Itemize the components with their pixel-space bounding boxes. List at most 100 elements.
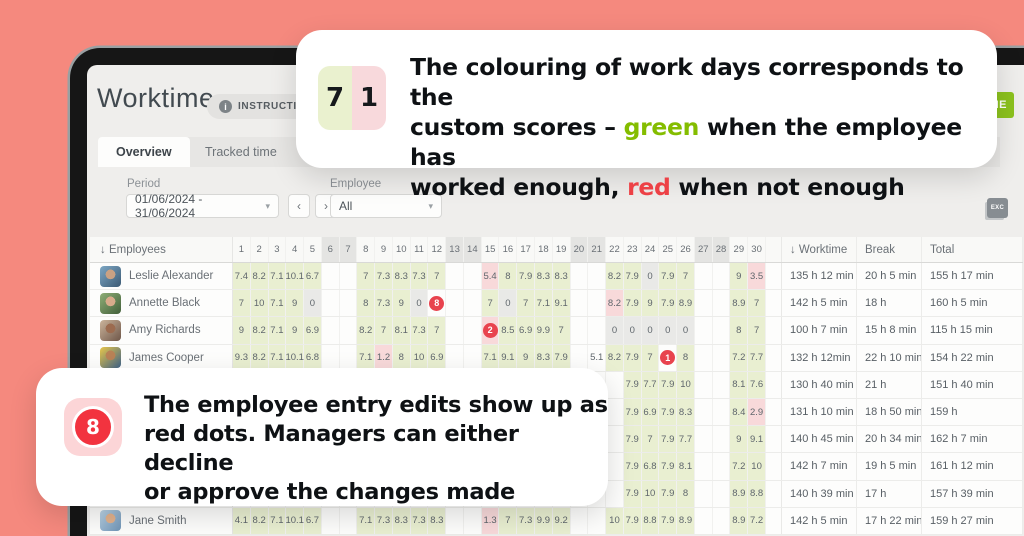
period-select[interactable]: 01/06/2024 - 31/06/2024 ▾ bbox=[126, 192, 279, 220]
day-cell bbox=[695, 371, 713, 398]
day-cell bbox=[446, 263, 464, 290]
avatar bbox=[100, 347, 121, 369]
day-cell bbox=[588, 317, 607, 344]
day-cell bbox=[446, 344, 464, 371]
day-cell: 8.1 bbox=[392, 317, 411, 344]
day-cell: 7 bbox=[677, 263, 695, 290]
day-cell: 7.1 bbox=[268, 263, 287, 290]
day-cell: 7.9 bbox=[552, 344, 571, 371]
day-cell: 7.9 bbox=[623, 263, 642, 290]
day-cell: 7.9 bbox=[623, 290, 642, 317]
day-cell: 6.8 bbox=[304, 344, 322, 371]
day-cell: 8.3 bbox=[535, 344, 553, 371]
total-cell: 154 h 22 min bbox=[922, 344, 1023, 371]
day-cell: 6.8 bbox=[641, 453, 660, 480]
column-header-employees[interactable]: ↓ Employees bbox=[90, 237, 233, 262]
day-column-header: 3 bbox=[269, 237, 287, 262]
day-cell: 7.1 bbox=[268, 290, 287, 317]
day-cell: 7.1 bbox=[481, 344, 500, 371]
prev-period-button[interactable]: ‹ bbox=[288, 194, 310, 218]
day-cell: 10.1 bbox=[285, 263, 305, 290]
day-column-header: 2 bbox=[251, 237, 269, 262]
period-value: 01/06/2024 - 31/06/2024 bbox=[135, 192, 203, 220]
day-cell bbox=[695, 480, 713, 507]
day-cell: 7.9 bbox=[659, 507, 678, 534]
day-cell: 7.1 bbox=[268, 317, 287, 344]
day-column-header: 12 bbox=[428, 237, 447, 262]
employee-select[interactable]: All ▾ bbox=[330, 194, 442, 218]
edit-red-dot[interactable]: 1 bbox=[660, 350, 676, 366]
worktime-cell: 142 h 5 min bbox=[782, 507, 857, 534]
day-column-header: 14 bbox=[463, 237, 482, 262]
day-cell: 8.9 bbox=[730, 507, 749, 534]
column-header-worktime[interactable]: ↓ Worktime bbox=[782, 237, 857, 262]
day-cell: 7.9 bbox=[623, 344, 642, 371]
day-cell: 1.3 bbox=[481, 507, 500, 534]
avatar bbox=[100, 265, 121, 287]
day-cell bbox=[322, 263, 340, 290]
day-cell bbox=[464, 263, 482, 290]
day-cell: 10.1 bbox=[285, 344, 305, 371]
employee-name: James Cooper bbox=[129, 351, 204, 364]
day-cell bbox=[606, 371, 624, 398]
edit-red-dot[interactable]: 2 bbox=[482, 322, 498, 338]
day-cell: 7.7 bbox=[641, 371, 660, 398]
day-cell: 7.3 bbox=[410, 263, 429, 290]
annotation-text-line: worked enough, red when not enough bbox=[410, 173, 905, 201]
day-column-header: 23 bbox=[624, 237, 642, 262]
day-column-header: 1 bbox=[233, 237, 251, 262]
day-cell: 10 bbox=[250, 290, 269, 317]
separator-column bbox=[766, 426, 782, 453]
day-column-header: 30 bbox=[748, 237, 766, 262]
day-column-header: 10 bbox=[393, 237, 411, 262]
tab-overview[interactable]: Overview bbox=[98, 137, 190, 167]
day-cell bbox=[340, 344, 358, 371]
break-cell: 20 h 5 min bbox=[857, 263, 922, 290]
day-cell: 8.9 bbox=[677, 507, 695, 534]
total-cell: 160 h 5 min bbox=[922, 290, 1023, 317]
day-column-header: 18 bbox=[535, 237, 553, 262]
annotation-text-line: The employee entry edits show up as bbox=[144, 392, 608, 418]
day-cell: 1 bbox=[659, 344, 678, 371]
day-cell: 8.3 bbox=[552, 263, 571, 290]
day-cell: 6.9 bbox=[641, 398, 660, 426]
total-cell: 157 h 39 min bbox=[922, 480, 1023, 507]
day-cell: 8.2 bbox=[250, 317, 269, 344]
edit-red-dot[interactable]: 8 bbox=[429, 295, 445, 311]
day-cell bbox=[713, 453, 731, 480]
day-cell: 7.9 bbox=[623, 371, 642, 398]
day-cell: 8.9 bbox=[677, 290, 695, 317]
day-cell: 6.7 bbox=[304, 263, 322, 290]
period-label: Period bbox=[127, 178, 161, 190]
separator-column bbox=[766, 507, 782, 534]
day-cell: 8.3 bbox=[428, 507, 447, 534]
avatar bbox=[100, 292, 121, 314]
table-header-row: ↓ Employees 1 2 3 4 5 6 7 8 9 10 11 12 13 14 15 16 17 18 19… bbox=[90, 237, 1023, 263]
total-cell: 159 h 27 min bbox=[922, 507, 1023, 534]
day-cell: 8.3 bbox=[392, 507, 411, 534]
table-row: Annette Black 7 10 7.1 9 0 8 7.3 9 0 8 7 0 7 7.1 9.1 8.2… bbox=[90, 290, 1023, 318]
tab-tracked-time[interactable]: Tracked time bbox=[205, 145, 277, 159]
red-dot-example: 8 bbox=[72, 406, 114, 448]
day-column-header: 6 bbox=[321, 237, 340, 262]
day-cell bbox=[446, 507, 464, 534]
day-cell bbox=[713, 426, 731, 453]
caret-down-icon: ▾ bbox=[428, 200, 433, 211]
break-cell: 21 h bbox=[857, 371, 922, 398]
separator-column bbox=[766, 237, 782, 262]
caret-down-icon: ▾ bbox=[265, 200, 270, 211]
day-cell: 7.3 bbox=[410, 507, 429, 534]
break-cell: 17 h bbox=[857, 480, 922, 507]
day-cell: 7 bbox=[641, 426, 660, 453]
worktime-cell: 130 h 40 min bbox=[782, 371, 857, 398]
day-cell: 10 bbox=[410, 344, 429, 371]
day-cell bbox=[713, 480, 731, 507]
excel-export-icon[interactable]: EXC bbox=[987, 198, 1008, 218]
separator-column bbox=[766, 453, 782, 480]
column-header-total: Total bbox=[922, 237, 1023, 262]
day-cell: 6.9 bbox=[428, 344, 447, 371]
day-cell bbox=[322, 507, 340, 534]
total-cell: 115 h 15 min bbox=[922, 317, 1023, 344]
day-cell: 7.9 bbox=[659, 453, 678, 480]
break-cell: 19 h 5 min bbox=[857, 453, 922, 480]
